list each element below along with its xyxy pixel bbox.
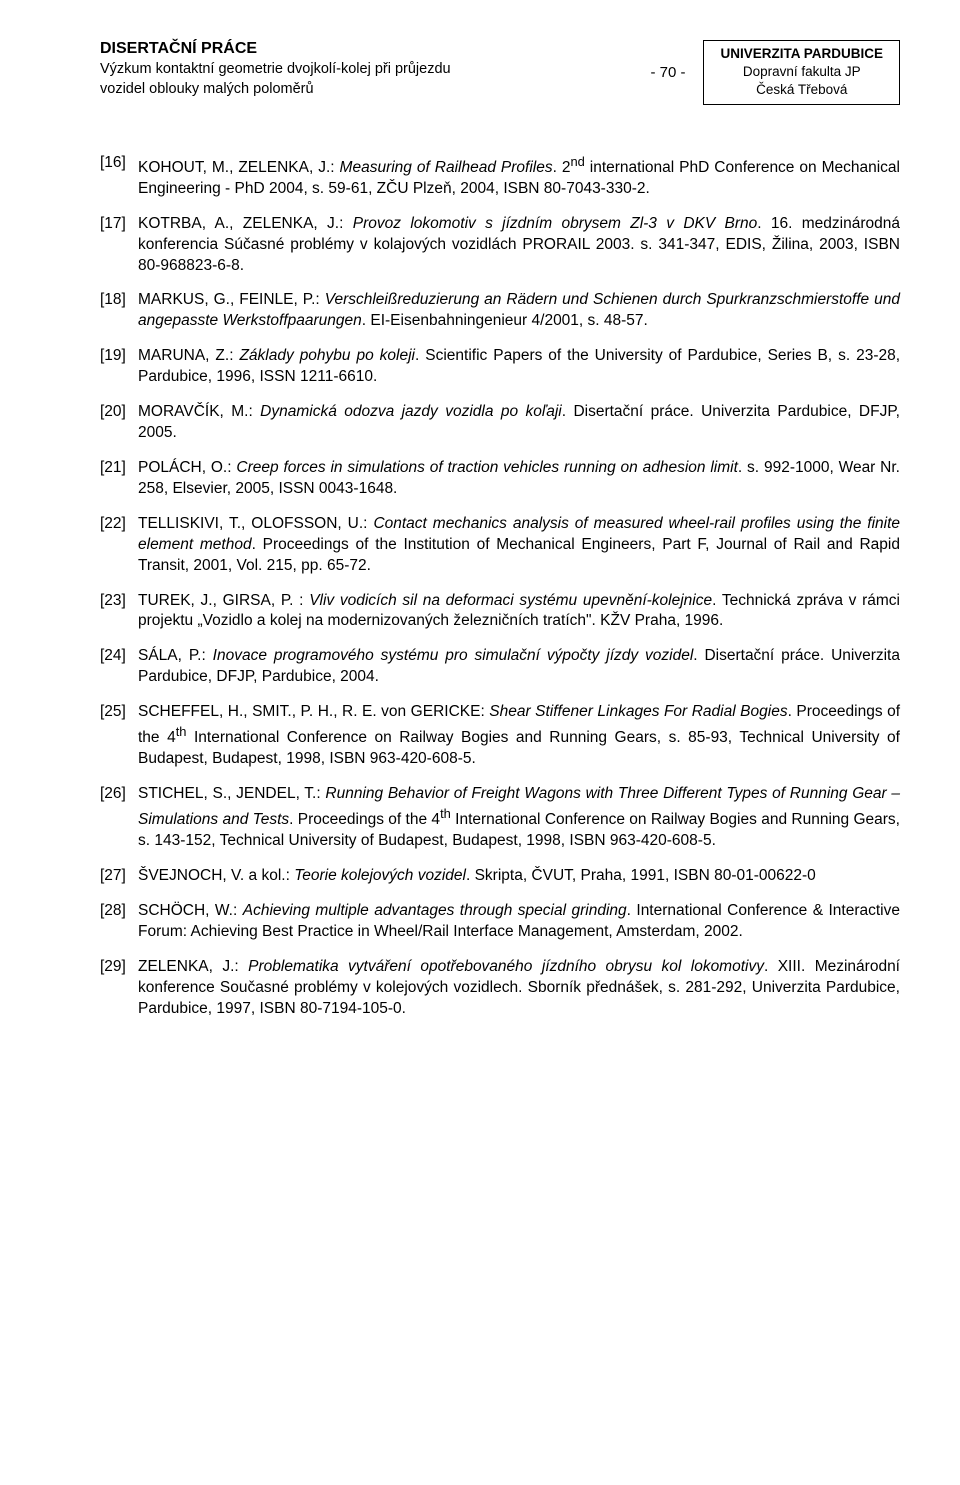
reference-rest: . Proceedings of the Institution of Mech…: [138, 536, 900, 574]
reference-number: [24]: [100, 646, 138, 688]
reference-item: [16]KOHOUT, M., ZELENKA, J.: Measuring o…: [100, 153, 900, 200]
reference-number: [26]: [100, 784, 138, 852]
reference-authors: ZELENKA, J.:: [138, 958, 248, 975]
thesis-type: DISERTAČNÍ PRÁCE: [100, 40, 632, 58]
reference-item: [28]SCHÖCH, W.: Achieving multiple advan…: [100, 901, 900, 943]
reference-number: [20]: [100, 402, 138, 444]
reference-body: ŠVEJNOCH, V. a kol.: Teorie kolejových v…: [138, 866, 900, 887]
reference-authors: SCHEFFEL, H., SMIT., P. H., R. E. von GE…: [138, 703, 489, 720]
reference-body: MARKUS, G., FEINLE, P.: Verschleißreduzi…: [138, 290, 900, 332]
thesis-subtitle-2: vozidel oblouky malých poloměrů: [100, 80, 632, 100]
reference-sup: nd: [570, 154, 584, 169]
reference-item: [24]SÁLA, P.: Inovace programového systé…: [100, 646, 900, 688]
reference-authors: STICHEL, S., JENDEL, T.:: [138, 785, 325, 802]
reference-rest: . Skripta, ČVUT, Praha, 1991, ISBN 80-01…: [466, 867, 816, 884]
reference-number: [17]: [100, 214, 138, 277]
reference-authors: SÁLA, P.:: [138, 647, 213, 664]
reference-sup: th: [176, 724, 187, 739]
reference-authors: ŠVEJNOCH, V. a kol.:: [138, 867, 294, 884]
reference-item: [26]STICHEL, S., JENDEL, T.: Running Beh…: [100, 784, 900, 852]
reference-item: [17]KOTRBA, A., ZELENKA, J.: Provoz loko…: [100, 214, 900, 277]
reference-item: [22]TELLISKIVI, T., OLOFSSON, U.: Contac…: [100, 514, 900, 577]
reference-title: Dynamická odozva jazdy vozidla po koľaji: [260, 403, 562, 420]
reference-item: [21]POLÁCH, O.: Creep forces in simulati…: [100, 458, 900, 500]
reference-number: [19]: [100, 346, 138, 388]
reference-number: [23]: [100, 591, 138, 633]
reference-item: [27]ŠVEJNOCH, V. a kol.: Teorie kolejový…: [100, 866, 900, 887]
reference-body: MORAVČÍK, M.: Dynamická odozva jazdy voz…: [138, 402, 900, 444]
reference-item: [25]SCHEFFEL, H., SMIT., P. H., R. E. vo…: [100, 702, 900, 770]
reference-title: Achieving multiple advantages through sp…: [243, 902, 627, 919]
reference-rest: . 2: [553, 159, 571, 176]
faculty-name: Dopravní fakulta JP: [720, 63, 883, 81]
reference-item: [23]TUREK, J., GIRSA, P. : Vliv vodicích…: [100, 591, 900, 633]
reference-item: [18]MARKUS, G., FEINLE, P.: Verschleißre…: [100, 290, 900, 332]
reference-authors: KOHOUT, M., ZELENKA, J.:: [138, 159, 340, 176]
reference-title: Inovace programového systému pro simulač…: [213, 647, 694, 664]
reference-body: KOTRBA, A., ZELENKA, J.: Provoz lokomoti…: [138, 214, 900, 277]
reference-authors: TELLISKIVI, T., OLOFSSON, U.:: [138, 515, 373, 532]
page-header: DISERTAČNÍ PRÁCE Výzkum kontaktní geomet…: [100, 40, 900, 105]
reference-number: [27]: [100, 866, 138, 887]
page: DISERTAČNÍ PRÁCE Výzkum kontaktní geomet…: [0, 0, 960, 1084]
reference-number: [29]: [100, 957, 138, 1020]
reference-body: SÁLA, P.: Inovace programového systému p…: [138, 646, 900, 688]
reference-authors: MORAVČÍK, M.:: [138, 403, 260, 420]
thesis-subtitle-1: Výzkum kontaktní geometrie dvojkolí-kole…: [100, 60, 632, 80]
reference-body: SCHEFFEL, H., SMIT., P. H., R. E. von GE…: [138, 702, 900, 770]
reference-body: MARUNA, Z.: Základy pohybu po koleji. Sc…: [138, 346, 900, 388]
reference-title: Teorie kolejových vozidel: [294, 867, 466, 884]
reference-body: KOHOUT, M., ZELENKA, J.: Measuring of Ra…: [138, 153, 900, 200]
reference-body: TELLISKIVI, T., OLOFSSON, U.: Contact me…: [138, 514, 900, 577]
reference-body: TUREK, J., GIRSA, P. : Vliv vodicích sil…: [138, 591, 900, 633]
reference-item: [19]MARUNA, Z.: Základy pohybu po koleji…: [100, 346, 900, 388]
reference-number: [22]: [100, 514, 138, 577]
reference-body: SCHÖCH, W.: Achieving multiple advantage…: [138, 901, 900, 943]
reference-title: Základy pohybu po koleji: [239, 347, 415, 364]
reference-body: STICHEL, S., JENDEL, T.: Running Behavio…: [138, 784, 900, 852]
reference-authors: MARKUS, G., FEINLE, P.:: [138, 291, 325, 308]
reference-rest: . Proceedings of the 4: [289, 811, 440, 828]
reference-title: Measuring of Railhead Profiles: [340, 159, 553, 176]
reference-authors: MARUNA, Z.:: [138, 347, 239, 364]
reference-number: [21]: [100, 458, 138, 500]
reference-sup: th: [440, 806, 451, 821]
references-list: [16]KOHOUT, M., ZELENKA, J.: Measuring o…: [100, 153, 900, 1020]
reference-title: Problematika vytváření opotřebovaného jí…: [248, 958, 764, 975]
reference-authors: TUREK, J., GIRSA, P. :: [138, 592, 309, 609]
reference-authors: KOTRBA, A., ZELENKA, J.:: [138, 215, 353, 232]
reference-title: Vliv vodicích sil na deformaci systému u…: [309, 592, 712, 609]
reference-rest-2: International Conference on Railway Bogi…: [138, 729, 900, 767]
university-name: UNIVERZITA PARDUBICE: [720, 45, 883, 63]
reference-number: [16]: [100, 153, 138, 200]
reference-body: POLÁCH, O.: Creep forces in simulations …: [138, 458, 900, 500]
reference-item: [20]MORAVČÍK, M.: Dynamická odozva jazdy…: [100, 402, 900, 444]
header-left: DISERTAČNÍ PRÁCE Výzkum kontaktní geomet…: [100, 40, 632, 99]
reference-title: Shear Stiffener Linkages For Radial Bogi…: [489, 703, 787, 720]
reference-title: Provoz lokomotiv s jízdním obrysem Zl-3 …: [353, 215, 758, 232]
reference-number: [28]: [100, 901, 138, 943]
page-number: - 70 -: [632, 64, 703, 81]
reference-body: ZELENKA, J.: Problematika vytváření opot…: [138, 957, 900, 1020]
reference-authors: POLÁCH, O.:: [138, 459, 236, 476]
reference-item: [29]ZELENKA, J.: Problematika vytváření …: [100, 957, 900, 1020]
reference-rest: . EI-Eisenbahningenieur 4/2001, s. 48-57…: [362, 312, 648, 329]
city-name: Česká Třebová: [720, 81, 883, 99]
reference-title: Creep forces in simulations of traction …: [236, 459, 738, 476]
reference-number: [25]: [100, 702, 138, 770]
reference-authors: SCHÖCH, W.:: [138, 902, 243, 919]
university-box: UNIVERZITA PARDUBICE Dopravní fakulta JP…: [703, 40, 900, 105]
reference-number: [18]: [100, 290, 138, 332]
